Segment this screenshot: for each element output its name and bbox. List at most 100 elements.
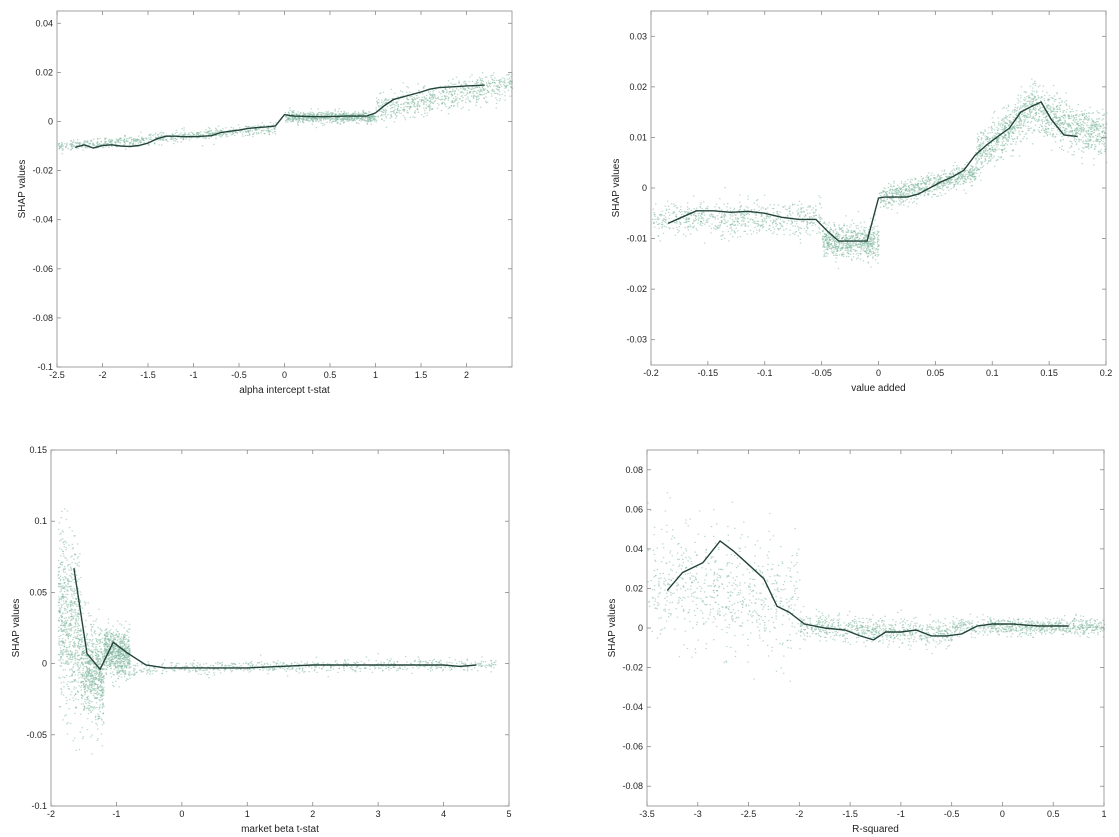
scatter-point bbox=[666, 223, 668, 225]
scatter-point bbox=[905, 188, 908, 190]
scatter-point bbox=[397, 96, 399, 98]
scatter-point bbox=[458, 80, 460, 82]
scatter-point bbox=[731, 230, 733, 232]
scatter-point bbox=[180, 132, 182, 134]
scatter-point bbox=[504, 87, 506, 89]
scatter-point bbox=[813, 216, 815, 218]
scatter-point bbox=[855, 225, 857, 227]
scatter-point bbox=[860, 226, 863, 228]
scatter-point bbox=[227, 135, 229, 137]
scatter-point bbox=[475, 101, 478, 103]
scatter-point bbox=[493, 72, 495, 74]
scatter-point bbox=[733, 230, 736, 232]
scatter-point bbox=[335, 117, 337, 119]
scatter-point bbox=[118, 138, 120, 140]
scatter-point bbox=[773, 231, 775, 233]
scatter-point bbox=[408, 108, 411, 110]
scatter-point bbox=[760, 224, 762, 227]
scatter-point bbox=[1029, 114, 1032, 116]
scatter-point bbox=[989, 153, 991, 155]
scatter-point bbox=[962, 175, 964, 177]
scatter-point bbox=[215, 128, 218, 130]
scatter-point bbox=[1049, 113, 1051, 115]
scatter-point bbox=[291, 120, 293, 123]
scatter-point bbox=[806, 212, 809, 214]
scatter-point bbox=[880, 202, 882, 204]
scatter-point bbox=[101, 146, 104, 148]
scatter-point bbox=[919, 188, 921, 190]
scatter-point bbox=[765, 222, 768, 224]
scatter-point bbox=[319, 118, 321, 120]
scatter-point bbox=[728, 240, 730, 242]
scatter-point bbox=[220, 134, 223, 136]
scatter-point bbox=[902, 201, 904, 203]
scatter-point bbox=[936, 184, 938, 186]
scatter-point bbox=[664, 219, 666, 221]
scatter-point bbox=[413, 103, 416, 105]
scatter-point bbox=[447, 113, 450, 115]
scatter-point bbox=[499, 84, 502, 86]
scatter-point bbox=[949, 182, 951, 184]
scatter-point bbox=[132, 138, 135, 141]
scatter-point bbox=[872, 250, 874, 252]
scatter-point bbox=[70, 145, 73, 147]
scatter-point bbox=[706, 218, 708, 220]
scatter-point bbox=[700, 202, 702, 204]
scatter-point bbox=[300, 118, 302, 120]
scatter-point bbox=[740, 214, 742, 216]
scatter-point bbox=[921, 182, 923, 185]
scatter-point bbox=[760, 213, 762, 215]
scatter-point bbox=[809, 217, 811, 220]
scatter-point bbox=[84, 147, 87, 149]
scatter-point bbox=[688, 226, 690, 228]
scatter-point bbox=[487, 91, 489, 93]
scatter-point bbox=[996, 159, 998, 161]
scatter-point bbox=[470, 88, 472, 90]
scatter-point bbox=[61, 149, 64, 151]
scatter-point bbox=[289, 109, 291, 112]
scatter-point bbox=[413, 104, 415, 106]
scatter-point bbox=[458, 82, 460, 84]
scatter-point bbox=[151, 138, 153, 140]
scatter-point bbox=[414, 106, 416, 108]
scatter-point bbox=[685, 222, 687, 224]
scatter-point bbox=[327, 117, 329, 119]
scatter-point bbox=[350, 116, 353, 118]
scatter-point bbox=[866, 243, 868, 245]
scatter-point bbox=[854, 243, 857, 245]
scatter-point bbox=[790, 214, 792, 216]
scatter-point bbox=[335, 120, 338, 122]
scatter-point bbox=[831, 240, 833, 242]
scatter-point bbox=[870, 233, 872, 235]
scatter-point bbox=[956, 165, 958, 167]
scatter-point bbox=[778, 229, 780, 231]
scatter-point bbox=[1035, 105, 1037, 107]
scatter-point bbox=[459, 92, 462, 94]
scatter-point bbox=[752, 218, 754, 221]
scatter-point bbox=[889, 188, 892, 190]
scatter-point bbox=[1002, 140, 1005, 142]
scatter-point bbox=[906, 193, 908, 195]
scatter-point bbox=[431, 98, 433, 100]
scatter-point bbox=[987, 155, 989, 157]
scatter-point bbox=[940, 177, 942, 180]
scatter-point bbox=[327, 113, 330, 116]
scatter-point bbox=[225, 136, 227, 138]
scatter-point bbox=[953, 176, 955, 179]
scatter-point bbox=[932, 183, 935, 186]
scatter-point bbox=[872, 243, 874, 245]
scatter-point bbox=[412, 98, 414, 100]
scatter-point bbox=[699, 224, 701, 226]
scatter-point bbox=[928, 191, 930, 193]
scatter-point bbox=[931, 190, 933, 193]
scatter-point bbox=[912, 184, 914, 186]
scatter-point bbox=[685, 235, 687, 237]
scatter-point bbox=[864, 229, 866, 231]
scatter-point bbox=[1029, 103, 1031, 106]
scatter-point bbox=[693, 219, 695, 221]
scatter-point bbox=[995, 143, 997, 145]
scatter-point bbox=[899, 198, 902, 200]
scatter-point bbox=[250, 130, 252, 132]
scatter-point bbox=[766, 214, 768, 217]
scatter-point bbox=[381, 118, 383, 120]
